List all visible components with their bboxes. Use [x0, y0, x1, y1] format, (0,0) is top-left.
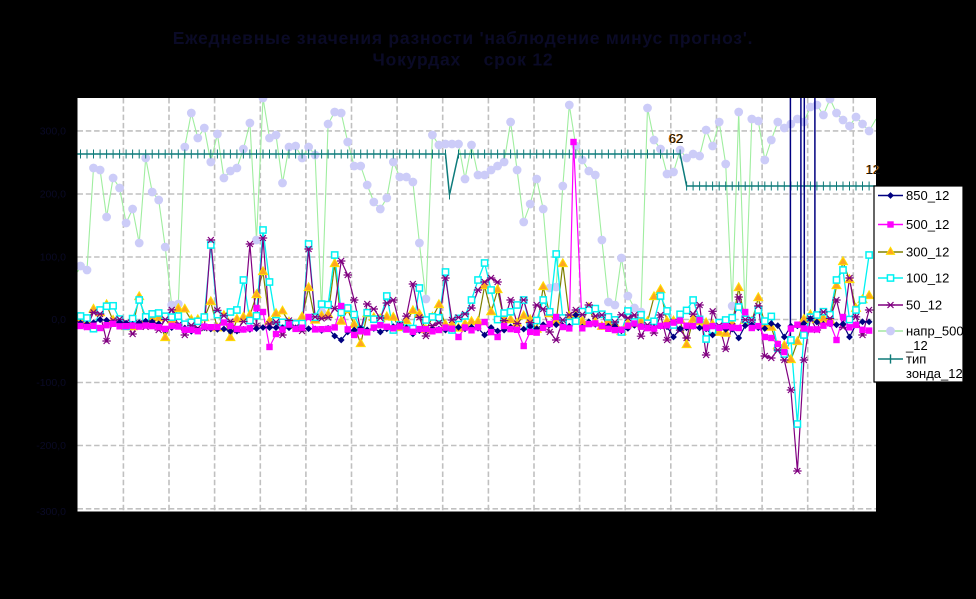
svg-text:тип: тип — [906, 352, 926, 367]
svg-text:850_12: 850_12 — [906, 188, 949, 203]
svg-text:Ежедневные значения разности ': Ежедневные значения разности 'наблюдение… — [173, 28, 754, 48]
svg-text:напр_500: напр_500 — [906, 324, 964, 339]
svg-text:зонда_12: зонда_12 — [906, 366, 963, 381]
svg-text:500_12: 500_12 — [906, 217, 949, 232]
svg-text:100,0: 100,0 — [40, 252, 66, 264]
svg-text:100_12: 100_12 — [906, 271, 949, 286]
svg-text:_12: _12 — [905, 338, 928, 353]
svg-text:300_12: 300_12 — [906, 245, 949, 260]
svg-text:300,0: 300,0 — [40, 125, 66, 137]
svg-text:62: 62 — [669, 131, 683, 146]
svg-text:Чокурдах срок 12: Чокурдах срок 12 — [373, 50, 554, 70]
svg-text:200,0: 200,0 — [40, 189, 66, 201]
svg-text:-300,0: -300,0 — [36, 506, 66, 518]
svg-text:50_12: 50_12 — [906, 298, 942, 313]
svg-text:-200,0: -200,0 — [36, 440, 66, 452]
svg-text:12: 12 — [866, 162, 880, 177]
svg-text:0,0: 0,0 — [51, 314, 66, 326]
svg-text:-100,0: -100,0 — [36, 377, 66, 389]
